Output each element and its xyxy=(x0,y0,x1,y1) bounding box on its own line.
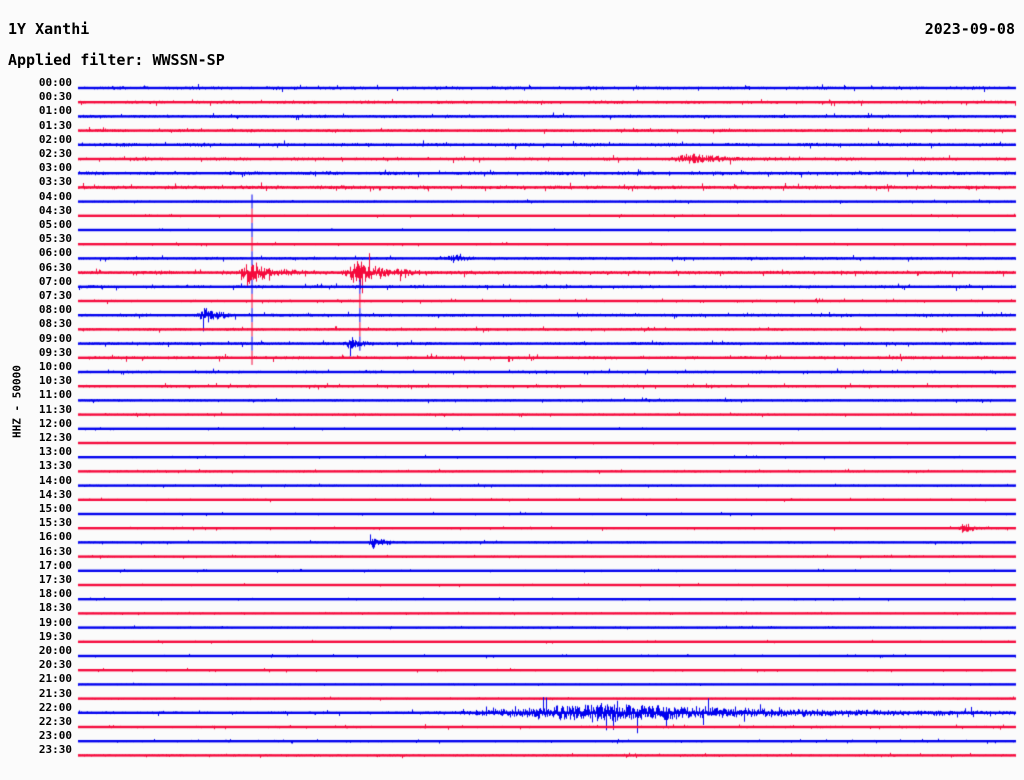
time-label: 11:30 xyxy=(38,402,72,416)
time-label: 23:30 xyxy=(38,743,72,757)
time-label: 12:30 xyxy=(38,431,72,444)
applied-filter-label: Applied filter: WWSSN-SP xyxy=(8,51,225,69)
time-label: 16:00 xyxy=(38,530,72,544)
time-label: 04:00 xyxy=(38,189,72,203)
time-label: 14:30 xyxy=(38,487,72,501)
time-label: 16:30 xyxy=(38,544,72,558)
record-date: 2023-09-08 xyxy=(924,20,1015,38)
time-label: 18:00 xyxy=(38,587,72,601)
time-label: 09:00 xyxy=(38,331,72,345)
time-label: 13:30 xyxy=(38,459,72,473)
time-label: 05:00 xyxy=(38,218,72,231)
time-label: 07:30 xyxy=(38,289,72,302)
time-label: 19:30 xyxy=(38,629,72,643)
time-label: 01:00 xyxy=(38,104,72,118)
time-label: 15:00 xyxy=(38,502,72,515)
time-label: 09:30 xyxy=(38,345,72,359)
time-label: 14:00 xyxy=(38,473,72,487)
time-label: 12:00 xyxy=(38,416,72,430)
time-label: 19:00 xyxy=(38,615,72,629)
time-label: 05:30 xyxy=(38,232,72,246)
time-label: 00:30 xyxy=(38,90,72,104)
time-label: 08:00 xyxy=(38,303,72,317)
time-label: 03:30 xyxy=(38,175,72,189)
page-title: 1Y Xanthi xyxy=(8,20,90,38)
time-label: 07:00 xyxy=(38,274,72,288)
time-label: 21:30 xyxy=(38,686,72,700)
time-label: 18:30 xyxy=(38,601,72,615)
time-label: 17:00 xyxy=(38,558,72,572)
time-label: 21:00 xyxy=(38,672,72,686)
time-label: 04:30 xyxy=(38,203,72,217)
time-label: 10:00 xyxy=(38,360,72,373)
time-label: 01:30 xyxy=(38,118,72,132)
time-label: 22:00 xyxy=(38,700,72,714)
time-label: 11:00 xyxy=(38,388,72,402)
seismogram-traces xyxy=(0,78,1024,778)
time-label: 02:00 xyxy=(38,132,72,146)
time-label: 20:00 xyxy=(38,644,72,657)
time-label: 15:30 xyxy=(38,516,72,530)
time-label: 06:30 xyxy=(38,260,72,274)
time-label: 23:00 xyxy=(38,729,72,743)
time-label: 10:30 xyxy=(38,374,72,388)
time-label: 22:30 xyxy=(38,715,72,728)
time-label: 20:30 xyxy=(38,658,72,672)
time-label: 03:00 xyxy=(38,161,72,175)
time-label: 08:30 xyxy=(38,317,72,331)
helicorder-plot: 00:00 00:30 01:00 01:30 02:00 02:30 03:00 03:30… xyxy=(0,76,1024,778)
time-label: 17:30 xyxy=(38,573,72,586)
time-label: 13:00 xyxy=(38,445,72,459)
time-label: 00:00 xyxy=(38,76,72,89)
time-label: 02:30 xyxy=(38,147,72,160)
time-label: 06:00 xyxy=(38,246,72,260)
